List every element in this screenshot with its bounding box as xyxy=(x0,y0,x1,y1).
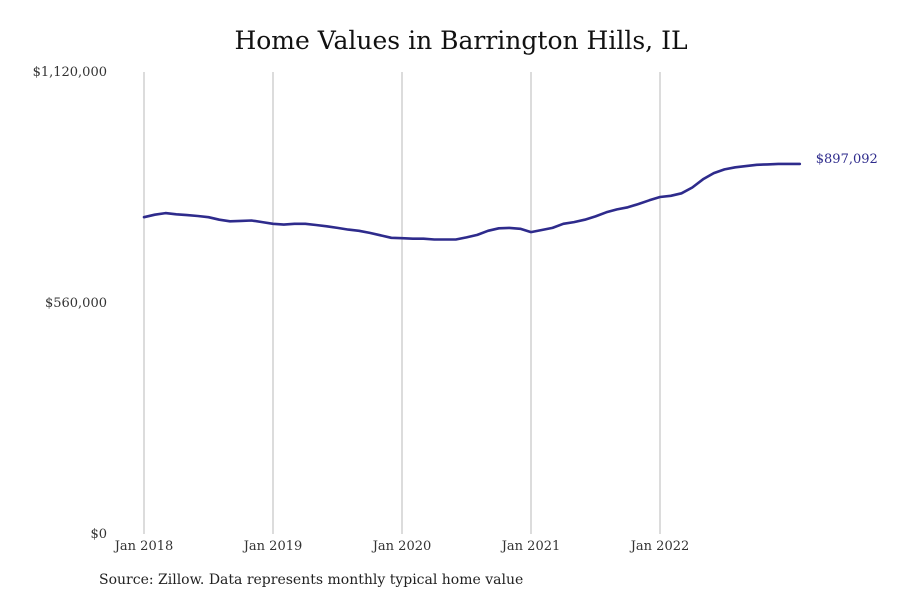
x-tick-label: Jan 2020 xyxy=(371,539,432,554)
source-note: Source: Zillow. Data represents monthly … xyxy=(99,572,524,588)
chart-title: Home Values in Barrington Hills, IL xyxy=(234,26,688,55)
x-axis-ticks: Jan 2018 Jan 2019 Jan 2020 Jan 2021 Jan 2022 xyxy=(113,539,690,554)
y-tick-label: $560,000 xyxy=(45,296,107,311)
grid-lines xyxy=(143,72,661,534)
x-tick-label: Jan 2019 xyxy=(242,539,303,554)
y-tick-label: $1,120,000 xyxy=(33,65,107,80)
x-tick-label: Jan 2018 xyxy=(113,539,174,554)
end-value-label: $897,092 xyxy=(816,152,878,167)
y-axis-ticks: $0 $560,000 $1,120,000 xyxy=(33,65,107,542)
x-tick-label: Jan 2022 xyxy=(629,539,690,554)
series-line xyxy=(142,162,802,241)
x-tick-label: Jan 2021 xyxy=(500,539,561,554)
y-tick-label: $0 xyxy=(90,527,107,542)
